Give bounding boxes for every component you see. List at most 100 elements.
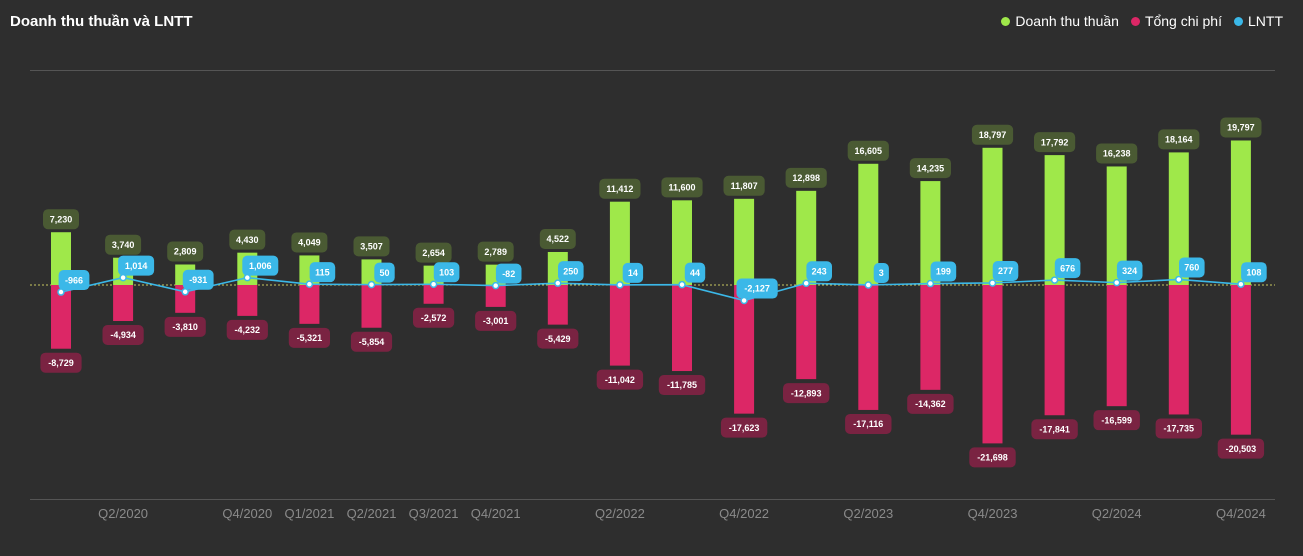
label-revenue-18-bg [1158,129,1200,150]
label-cost-16-bg [1031,419,1078,440]
bar-cost-6 [423,285,444,304]
label-revenue-1: 3,740 [112,240,135,250]
label-profit-1: 1,014 [125,261,148,271]
point-profit-17 [1112,278,1121,287]
label-revenue-3: 4,430 [236,235,259,245]
label-profit-19: 108 [1246,267,1261,277]
label-profit-13: 3 [879,268,884,278]
label-revenue-8: 4,522 [547,234,570,244]
label-profit-9: 14 [628,268,638,278]
label-cost-19: -20,503 [1226,444,1257,454]
label-cost-8-bg [537,328,579,349]
x-tick-label-17: Q2/2024 [1092,506,1142,521]
label-cost-5-bg [350,331,393,352]
label-profit-8-bg [558,261,584,282]
label-revenue-3-bg [229,229,266,250]
label-profit-15-bg [992,260,1019,281]
bar-cost-8 [547,285,568,325]
label-cost-6-bg [413,307,455,328]
bar-revenue-14 [920,181,941,285]
label-profit-11: -2,127 [744,284,770,294]
label-cost-2: -3,810 [172,322,198,332]
label-profit-0: -966 [65,275,83,285]
label-revenue-0: 7,230 [50,214,73,224]
point-profit-11 [740,296,748,305]
label-profit-10: 44 [690,268,700,278]
label-profit-17: 324 [1122,266,1137,276]
label-cost-3-bg [226,319,268,340]
label-revenue-14: 14,235 [917,163,945,173]
label-revenue-14-bg [909,158,951,179]
line-profit [60,276,1241,302]
label-revenue-11-bg [723,175,765,196]
label-cost-10: -11,785 [667,380,697,390]
label-revenue-19-bg [1220,117,1262,138]
label-cost-5: -5,854 [359,337,385,347]
label-revenue-11: 11,807 [731,181,758,191]
label-cost-3: -4,232 [235,325,261,335]
label-profit-12: 243 [812,266,827,276]
label-revenue-5-bg [353,236,390,257]
bar-revenue-11 [734,198,755,285]
label-revenue-15-bg [971,124,1014,145]
x-tick-label-7: Q4/2021 [471,506,521,521]
bar-cost-4 [299,285,320,324]
label-profit-1-bg [118,255,155,276]
legend-dot-revenue [1001,16,1011,26]
legend-item-profit[interactable]: LNTT [1234,13,1283,29]
point-profit-14 [926,279,935,288]
label-cost-12-bg [783,383,830,404]
label-revenue-16-bg [1034,132,1076,153]
label-profit-19-bg [1241,262,1267,283]
label-cost-15-bg [969,447,1016,468]
point-profit-12 [802,279,810,287]
bar-revenue-13 [858,163,879,285]
legend-label-revenue: Doanh thu thuần [1015,13,1119,29]
label-revenue-15: 18,797 [979,130,1007,140]
label-profit-6-bg [433,262,460,283]
label-revenue-9-bg [599,178,641,199]
label-cost-14-bg [907,393,954,414]
label-profit-7: -82 [502,269,515,279]
label-profit-5-bg [374,262,395,283]
legend: Doanh thu thuần Tổng chi phí LNTT [1001,13,1283,29]
label-revenue-10-bg [661,177,703,198]
x-tick-label-19: Q4/2024 [1216,506,1266,521]
legend-item-revenue[interactable]: Doanh thu thuần [1001,13,1119,29]
label-profit-4: 115 [315,267,330,277]
label-profit-16-bg [1054,258,1081,279]
point-profit-2 [181,288,189,296]
label-cost-0: -8,729 [48,358,74,368]
label-revenue-0-bg [43,209,79,230]
legend-item-cost[interactable]: Tổng chi phí [1130,13,1222,29]
legend-dot-profit [1234,16,1243,26]
bar-cost-16 [1044,285,1065,416]
label-profit-18-bg [1179,257,1205,278]
label-revenue-2: 2,809 [174,247,197,257]
label-cost-17-bg [1093,410,1140,431]
label-profit-17-bg [1116,260,1143,281]
label-revenue-13-bg [847,140,889,161]
label-cost-14: -14,362 [915,399,946,409]
bar-cost-9 [609,285,630,366]
label-revenue-2-bg [167,241,204,262]
point-profit-10 [678,280,686,289]
label-cost-16: -17,841 [1039,424,1070,434]
x-tick-label-4: Q1/2021 [284,506,334,521]
label-cost-10-bg [658,375,706,396]
label-revenue-4: 4,049 [298,238,321,248]
bar-revenue-18 [1168,152,1189,285]
label-cost-1: -4,934 [110,330,136,340]
point-profit-13 [864,281,873,289]
label-revenue-16: 17,792 [1041,137,1069,147]
bar-cost-13 [858,285,879,410]
point-profit-19 [1237,280,1245,288]
label-profit-4-bg [309,262,336,283]
label-profit-16: 676 [1060,263,1075,273]
point-profit-7 [491,281,500,290]
label-profit-2: -931 [189,275,207,285]
label-cost-9-bg [596,369,644,390]
label-revenue-17: 16,238 [1103,149,1131,159]
label-profit-9-bg [622,262,644,283]
